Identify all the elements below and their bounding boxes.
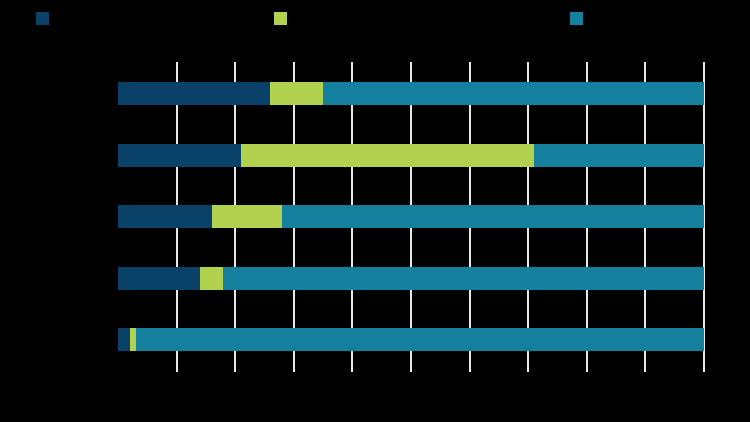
bar-segment-series-2 — [241, 143, 535, 167]
bar-segment-series-2 — [129, 328, 136, 351]
legend-item-series-1 — [36, 12, 55, 25]
bar-row-4 — [118, 266, 704, 290]
bar-segment-series-3 — [323, 82, 704, 105]
bar-segment-series-2 — [211, 205, 283, 228]
bar-segment-series-1 — [118, 205, 212, 228]
bar-segment-series-3 — [534, 143, 704, 167]
bar-segment-series-1 — [118, 328, 130, 351]
bar-row-2 — [118, 143, 704, 167]
bar-row-1 — [118, 82, 704, 105]
legend-item-series-2 — [274, 12, 293, 25]
bar-row-5 — [118, 328, 704, 351]
bar-segment-series-2 — [270, 82, 324, 105]
bar-segment-series-1 — [118, 143, 242, 167]
bar-segment-series-3 — [223, 266, 704, 290]
legend-swatch-icon — [570, 12, 583, 25]
legend-item-series-3 — [570, 12, 589, 25]
bar-segment-series-1 — [118, 82, 271, 105]
gridline-100 — [703, 62, 705, 372]
bar-segment-series-2 — [200, 266, 224, 290]
plot-area — [118, 62, 705, 372]
bar-segment-series-3 — [135, 328, 704, 351]
legend-swatch-icon — [36, 12, 49, 25]
bar-segment-series-1 — [118, 266, 201, 290]
legend-swatch-icon — [274, 12, 287, 25]
chart-legend — [0, 0, 750, 40]
bar-row-3 — [118, 205, 704, 228]
bar-segment-series-3 — [282, 205, 704, 228]
